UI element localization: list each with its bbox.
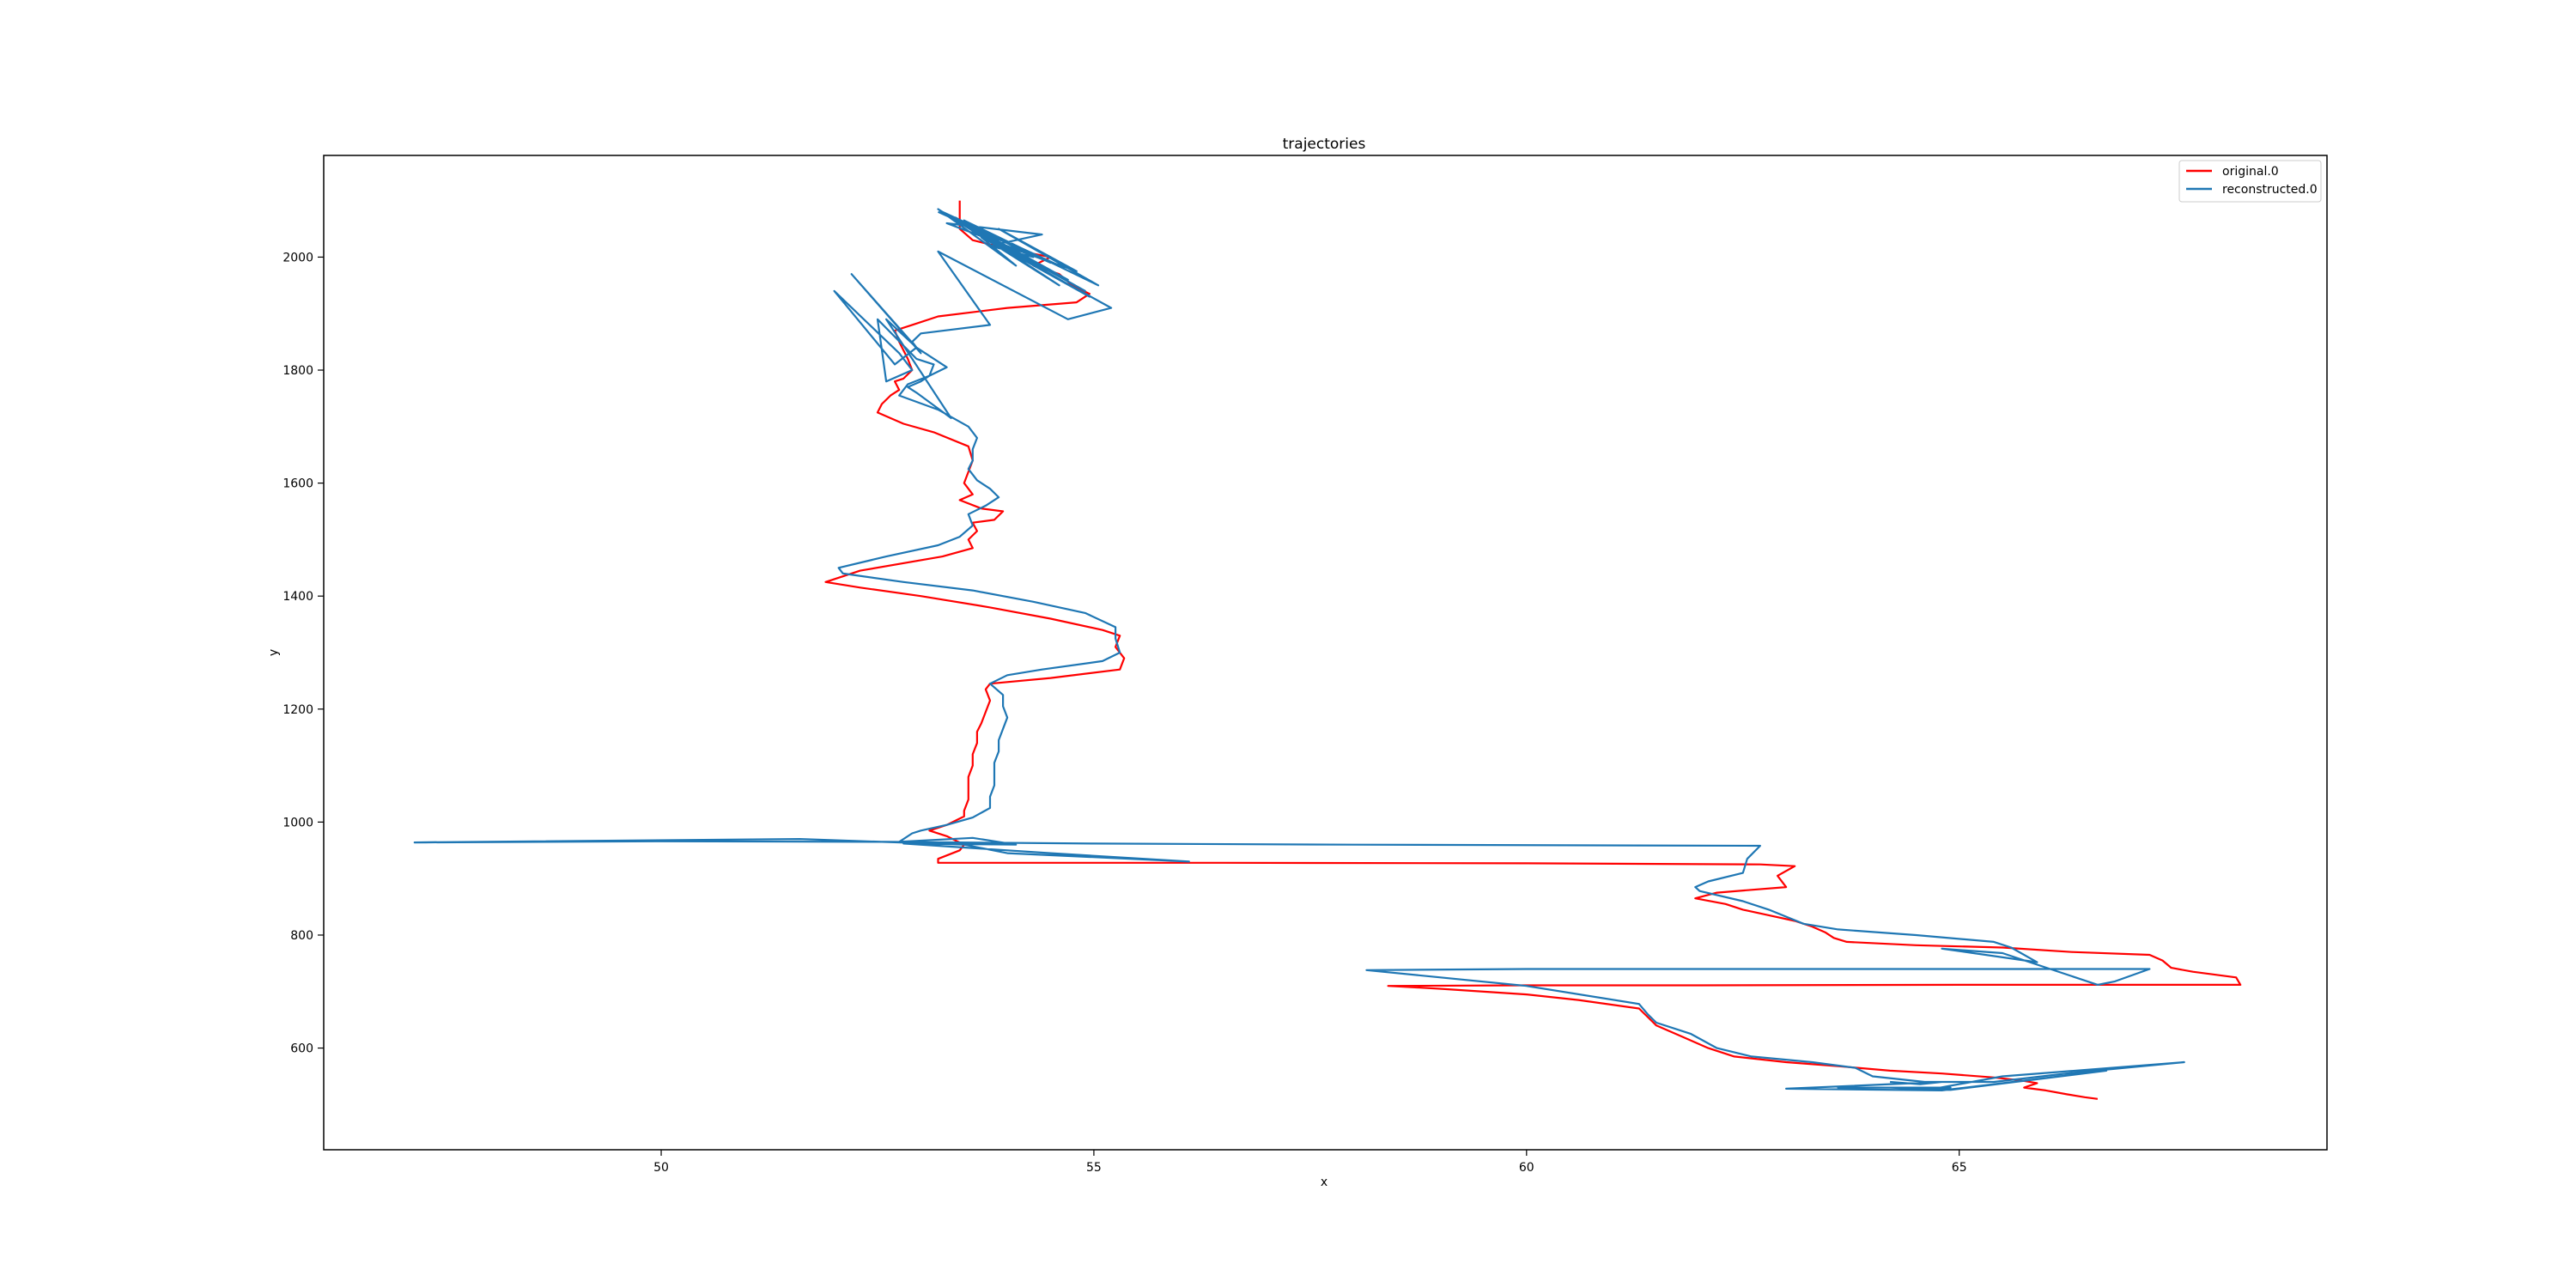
x-axis-label: x bbox=[1321, 1176, 1327, 1189]
series-layer bbox=[413, 200, 2242, 1100]
y-tick-label: 2000 bbox=[283, 251, 313, 264]
legend-box bbox=[2178, 160, 2322, 203]
x-tick-label: 50 bbox=[653, 1161, 669, 1175]
y-tick-label: 1200 bbox=[283, 703, 313, 717]
x-axis: 50 55 60 65 bbox=[653, 1150, 1967, 1175]
plot-frame bbox=[323, 155, 2328, 1151]
legend-label-reconstructed: reconstructed.0 bbox=[2222, 183, 2318, 197]
legend: original.0 reconstructed.0 bbox=[2178, 160, 2322, 203]
y-tick-label: 800 bbox=[290, 929, 313, 943]
y-tick-label: 1800 bbox=[283, 364, 313, 378]
plot-area bbox=[323, 155, 2328, 1151]
series-line-original-0 bbox=[824, 200, 2242, 1100]
y-tick-label: 1600 bbox=[283, 477, 313, 491]
y-axis-label: y bbox=[267, 649, 281, 656]
chart-title: trajectories bbox=[1283, 136, 1366, 153]
x-tick-label: 55 bbox=[1086, 1161, 1102, 1175]
x-tick-label: 65 bbox=[1952, 1161, 1967, 1175]
legend-label-original: original.0 bbox=[2222, 165, 2279, 179]
series-line-reconstructed-0 bbox=[413, 208, 2185, 1092]
y-axis: 600 800 1000 1200 1400 1600 1800 2000 bbox=[283, 251, 324, 1056]
y-tick-label: 600 bbox=[290, 1042, 313, 1056]
x-tick-label: 60 bbox=[1519, 1161, 1534, 1175]
y-tick-label: 1400 bbox=[283, 590, 313, 604]
y-tick-label: 1000 bbox=[283, 816, 313, 829]
